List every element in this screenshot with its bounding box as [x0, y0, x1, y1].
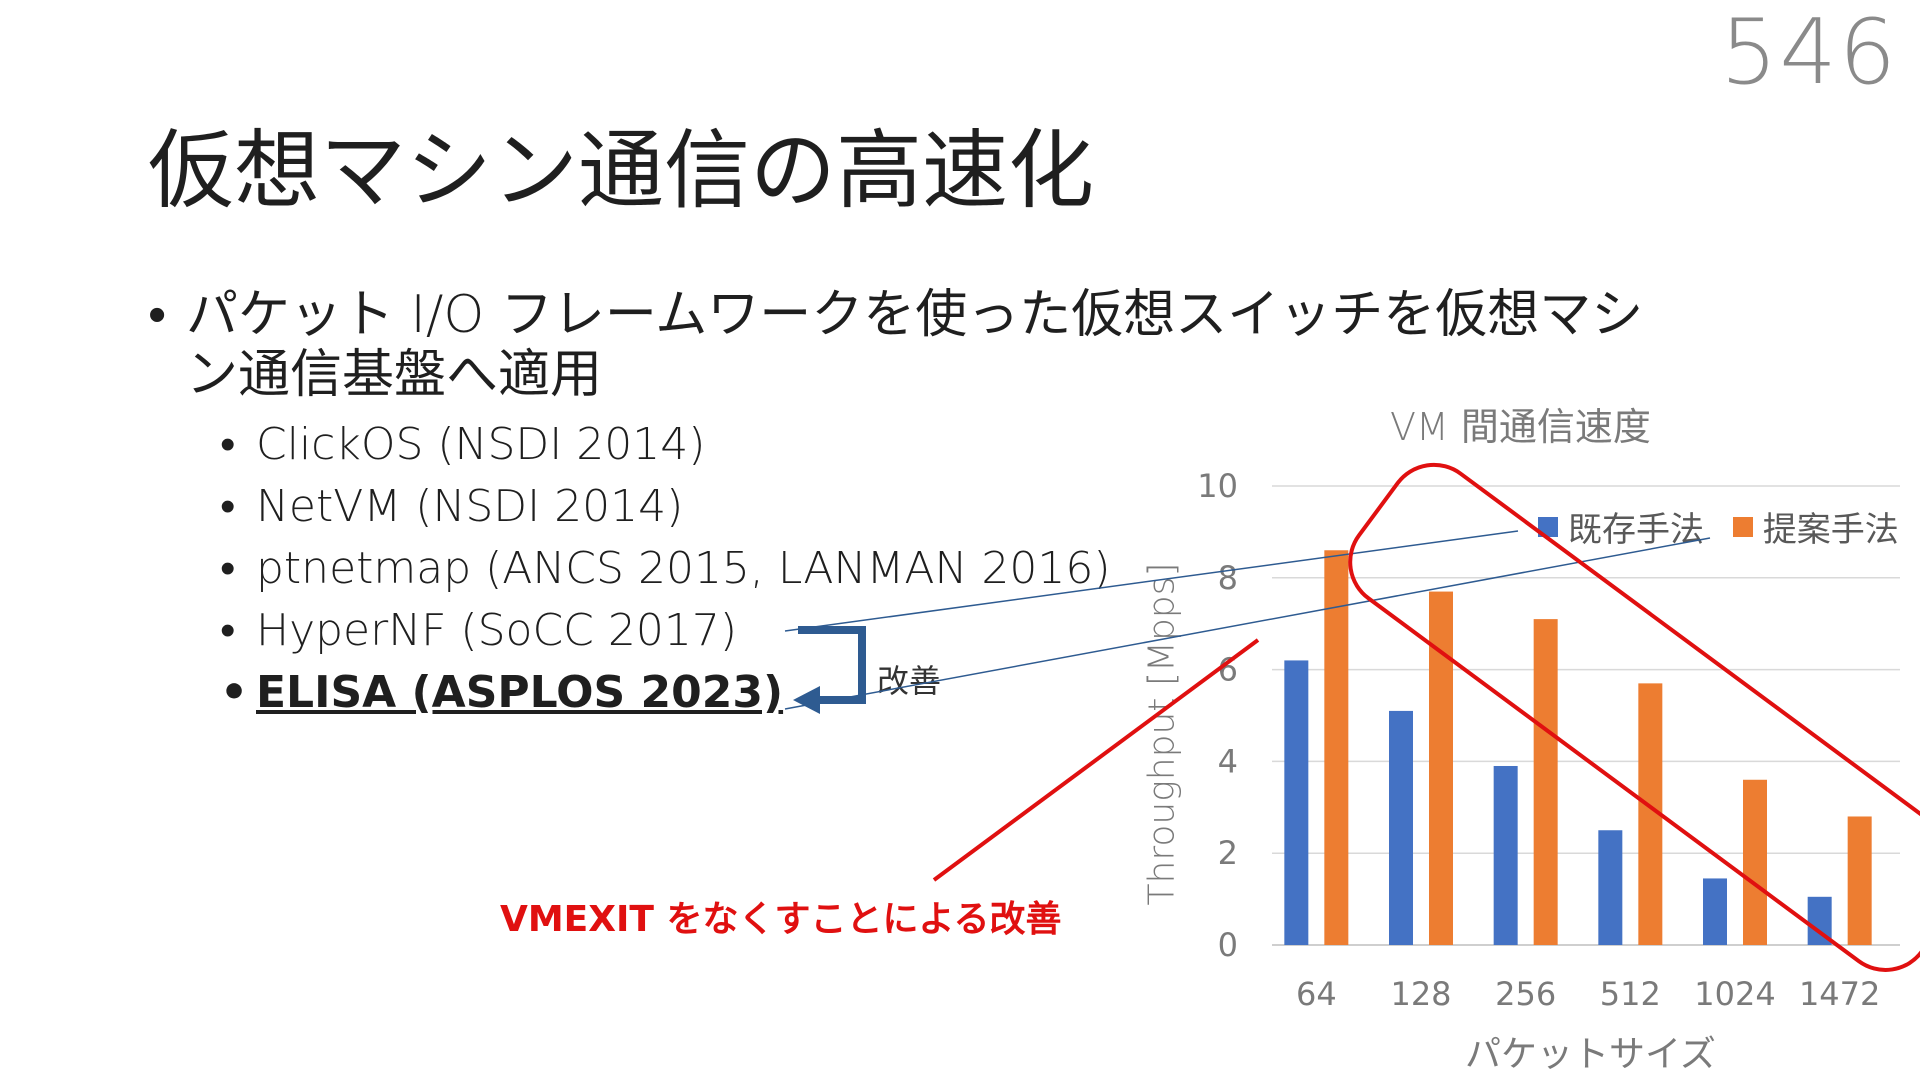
elisa-to-proposed-connector [784, 537, 1711, 710]
bar-proposed-1024 [1743, 779, 1767, 945]
x-tick-label-64: 64 [1296, 975, 1337, 1013]
main-bullet-line-1: パケット I/O フレームワークを使った仮想スイッチを仮想マシ [186, 285, 1644, 345]
x-tick-label-256: 256 [1495, 975, 1556, 1013]
chart-legend: 既存手法 提案手法 [1538, 502, 1917, 551]
chart-gridlines [1272, 485, 1900, 946]
x-tick-label-512: 512 [1600, 975, 1661, 1013]
related-work-ptnetmap: ptnetmap (ANCS 2015, LANMAN 2016) [220, 538, 1111, 600]
y-tick-label-8: 8 [1218, 559, 1238, 597]
legend-proposed: 提案手法 [1732, 502, 1899, 551]
y-tick-label-10: 10 [1197, 467, 1238, 505]
related-work-elisa: ELISA (ASPLOS 2023) [220, 662, 1111, 724]
related-work-hypernf: HyperNF (SoCC 2017) [220, 600, 1111, 662]
chart-bars [1284, 550, 1872, 945]
legend-swatch-proposed [1732, 516, 1753, 537]
slide-title: 仮想マシン通信の高速化 [148, 121, 1094, 221]
x-axis-title: パケットサイズ [1465, 1034, 1716, 1075]
page-number: 546 [1720, 0, 1898, 105]
vmexit-annotation: VMEXIT をなくすことによる改善 [500, 899, 1062, 940]
vmexit-pointer-line [932, 638, 1260, 882]
hypernf-to-existing-connector [784, 530, 1519, 632]
improvement-arrow [798, 626, 866, 704]
legend-existing: 既存手法 [1538, 502, 1704, 551]
legend-label-proposed: 提案手法 [1762, 510, 1899, 550]
related-work-clickos: ClickOS (NSDI 2014) [220, 414, 1111, 476]
legend-swatch-existing [1538, 516, 1558, 537]
y-tick-label-0: 0 [1218, 926, 1238, 964]
improvement-arrowhead [793, 686, 820, 714]
chart-annotations [784, 462, 1920, 972]
highlight-ellipse [1348, 462, 1920, 972]
chart-title: VM 間通信速度 [1390, 405, 1651, 449]
related-work-list: ClickOS (NSDI 2014) NetVM (NSDI 2014) pt… [220, 414, 1111, 724]
x-tick-label-1024: 1024 [1694, 975, 1775, 1013]
main-bullet-list: パケット I/O フレームワークを使った仮想スイッチを仮想マシ ン通信基盤へ適用 [148, 285, 1788, 405]
bar-existing-64 [1284, 660, 1309, 945]
related-work-netvm: NetVM (NSDI 2014) [220, 476, 1111, 538]
bar-existing-1024 [1703, 878, 1727, 945]
bar-proposed-64 [1324, 550, 1349, 945]
y-tick-label-2: 2 [1218, 834, 1238, 872]
bar-proposed-256 [1533, 619, 1558, 945]
main-bullet-line-2: ン通信基盤へ適用 [186, 345, 603, 405]
bar-proposed-1472 [1847, 816, 1872, 945]
x-tick-label-128: 128 [1390, 975, 1451, 1013]
bar-existing-512 [1598, 830, 1623, 945]
bar-existing-128 [1389, 710, 1413, 945]
x-tick-label-1472: 1472 [1799, 975, 1880, 1013]
y-tick-label-4: 4 [1218, 742, 1238, 780]
main-bullet: パケット I/O フレームワークを使った仮想スイッチを仮想マシ ン通信基盤へ適用 [148, 285, 1788, 405]
improvement-label: 改善 [877, 662, 942, 700]
bar-existing-256 [1493, 765, 1518, 945]
